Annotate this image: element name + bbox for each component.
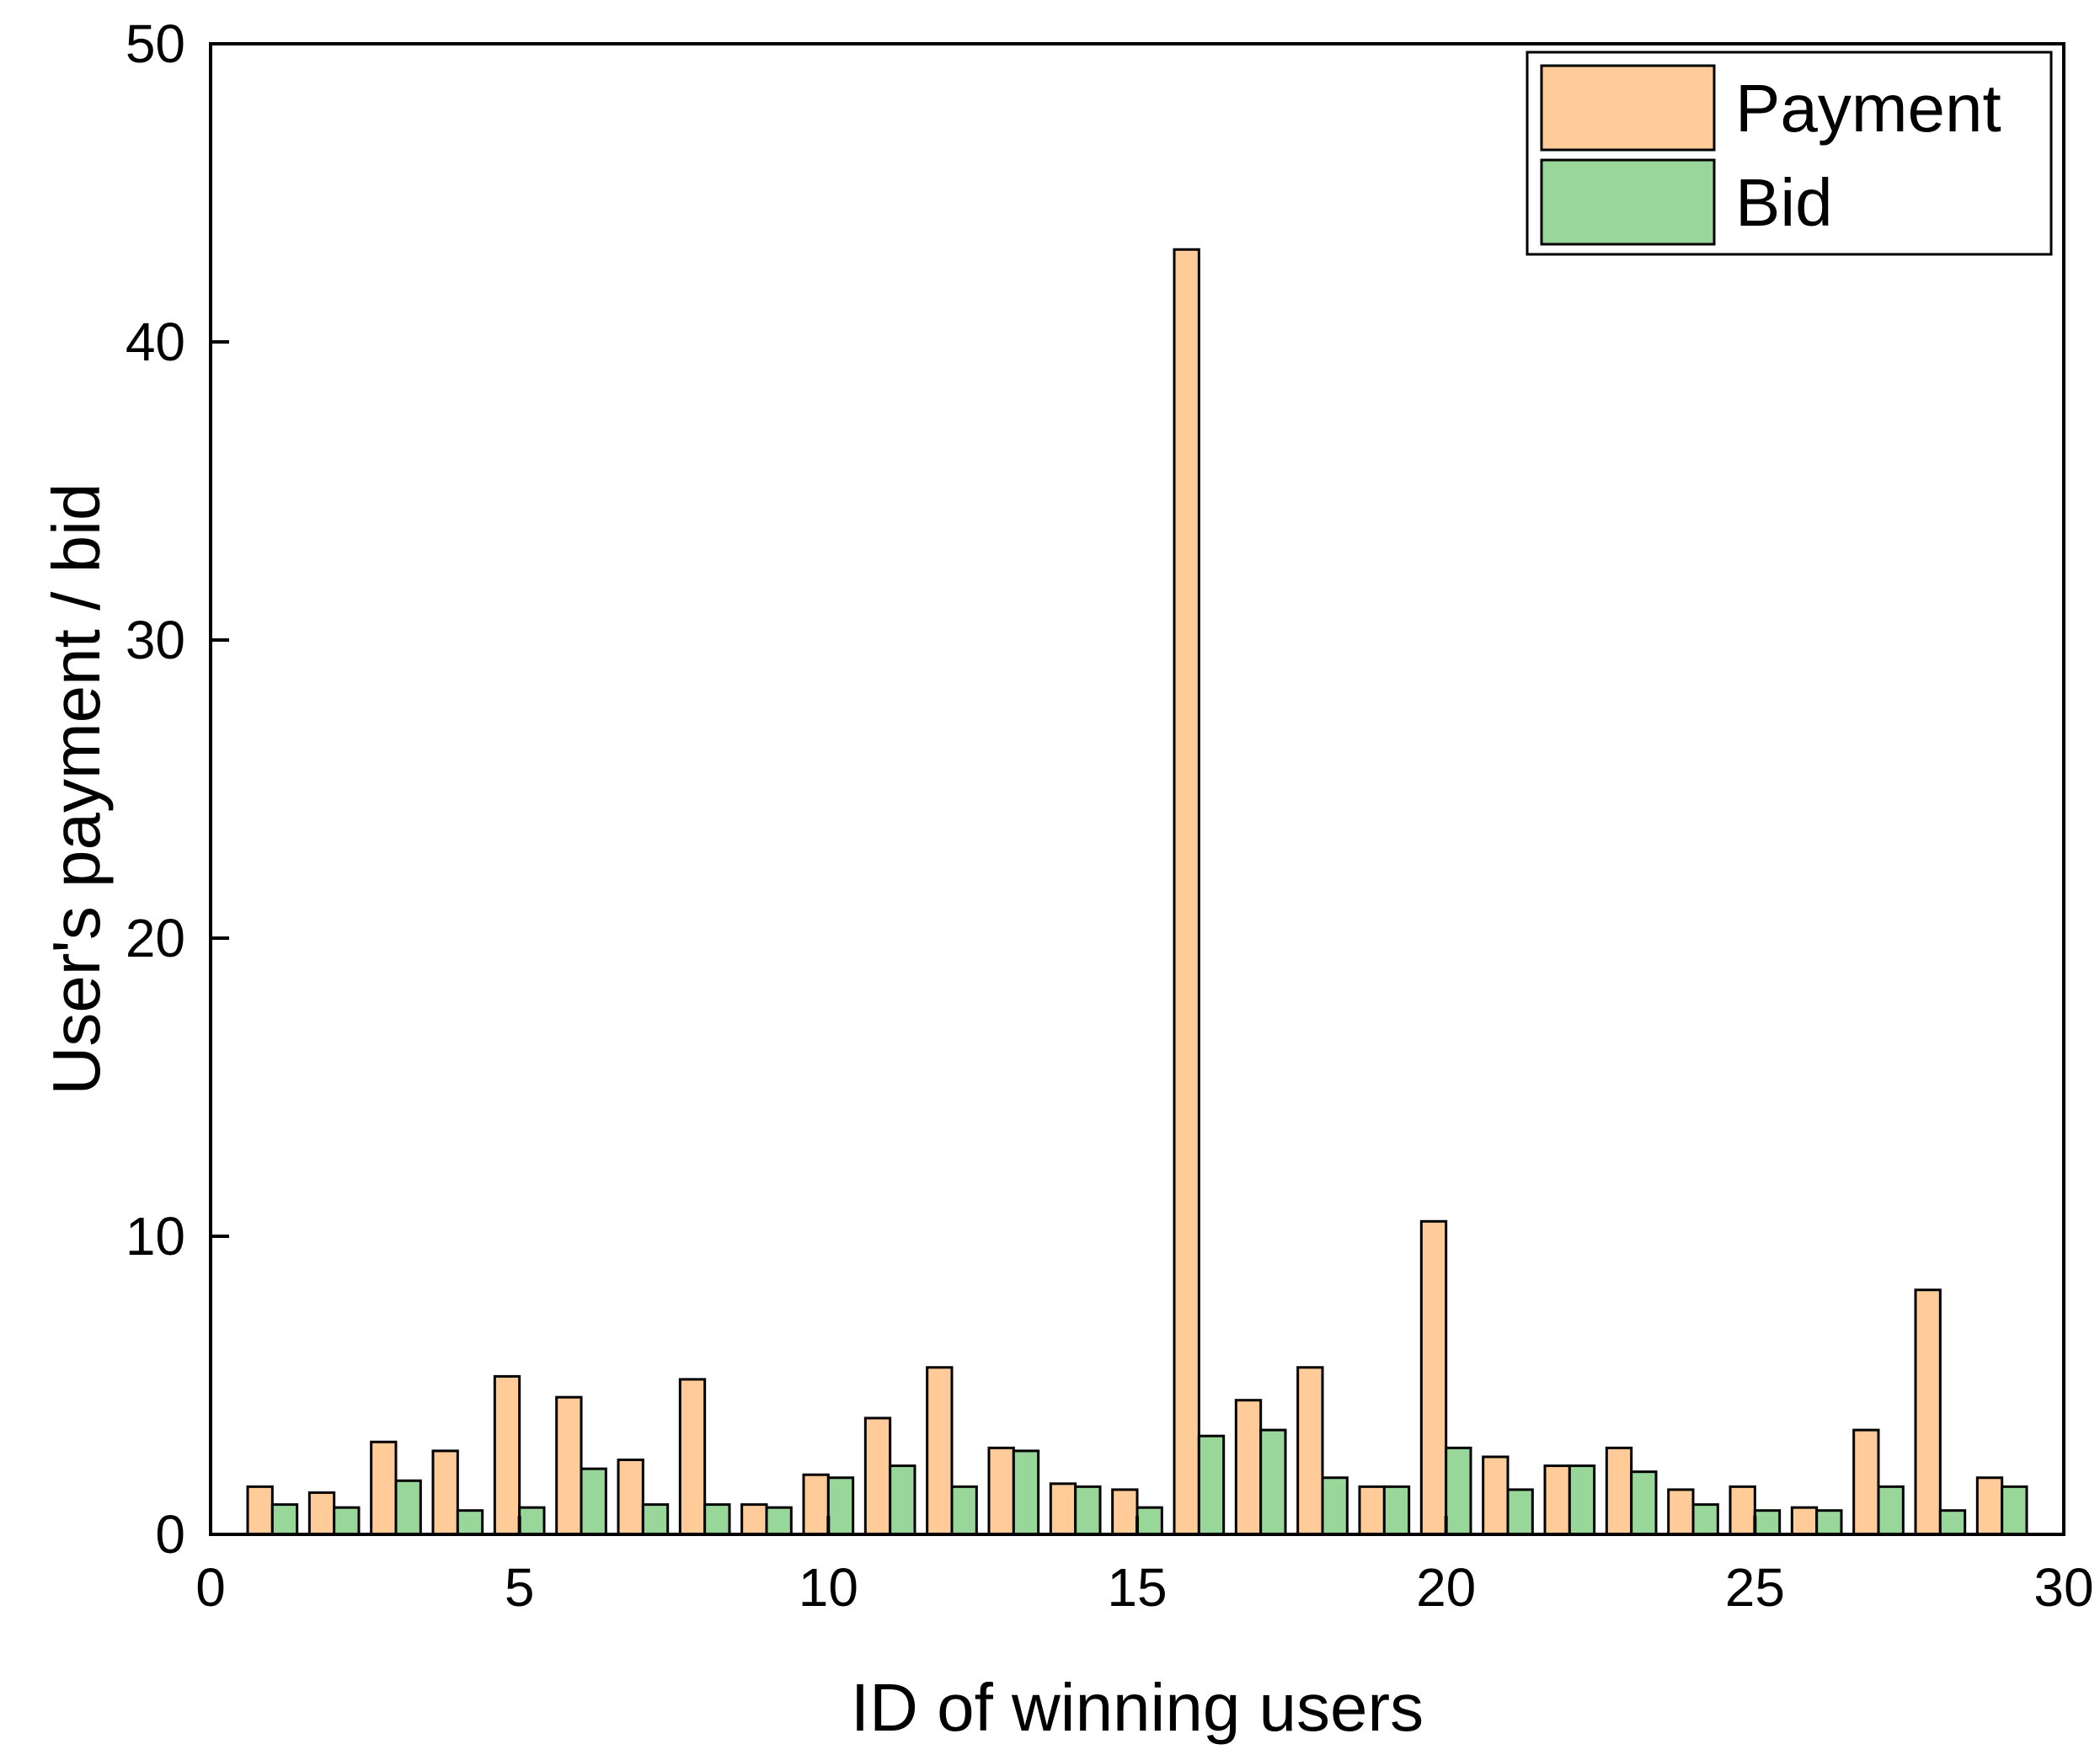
x-axis-ticks: 0 5 10 15 20 25 30 — [195, 1516, 2094, 1618]
bar-bid-7 — [641, 1503, 670, 1536]
bar-bid-17 — [1259, 1428, 1287, 1536]
bar-bid-20 — [1445, 1446, 1472, 1536]
y-tick-label: 10 — [126, 1206, 185, 1267]
bar-payment-18 — [1296, 1366, 1324, 1536]
y-tick-label: 40 — [126, 312, 185, 372]
y-tick-label: 20 — [126, 908, 185, 968]
bar-payment-7 — [617, 1459, 644, 1536]
bar-payment-16 — [1173, 248, 1200, 1536]
bar-payment-27 — [1852, 1428, 1880, 1536]
bar-bid-14 — [1074, 1485, 1102, 1536]
bar-bid-26 — [1815, 1509, 1843, 1536]
bar-bid-9 — [765, 1506, 793, 1536]
bar-bid-23 — [1630, 1470, 1658, 1536]
bar-payment-21 — [1482, 1455, 1510, 1536]
bar-payment-26 — [1790, 1506, 1819, 1536]
x-tick-label: 5 — [505, 1557, 535, 1618]
bar-payment-8 — [678, 1378, 707, 1536]
bar-payment-20 — [1419, 1219, 1448, 1536]
x-tick-label: 20 — [1416, 1557, 1476, 1618]
bar-bid-27 — [1877, 1485, 1905, 1536]
bar-payment-23 — [1605, 1446, 1633, 1536]
bar-bid-8 — [703, 1503, 731, 1536]
bar-payment-11 — [863, 1416, 892, 1536]
bar-payment-12 — [926, 1366, 954, 1536]
x-tick-label: 30 — [2033, 1557, 2093, 1618]
bar-bid-2 — [333, 1506, 361, 1536]
legend: Payment Bid — [1526, 51, 2053, 256]
bar-payment-2 — [307, 1491, 336, 1536]
bar-bid-4 — [456, 1509, 484, 1536]
bars-layer — [246, 248, 2028, 1536]
bar-payment-6 — [555, 1395, 583, 1536]
x-axis-title: ID of winning users — [851, 1670, 1424, 1745]
y-tick-label: 50 — [126, 13, 185, 74]
bar-payment-3 — [370, 1440, 398, 1536]
legend-swatch-payment — [1540, 64, 1716, 152]
bar-bid-3 — [394, 1479, 422, 1536]
bar-payment-10 — [802, 1473, 830, 1536]
bar-bid-1 — [270, 1503, 299, 1536]
bar-bid-11 — [889, 1464, 916, 1536]
bar-payment-4 — [431, 1449, 459, 1536]
bar-payment-24 — [1667, 1488, 1695, 1536]
x-tick-label: 15 — [1107, 1557, 1167, 1618]
bar-payment-28 — [1914, 1288, 1942, 1536]
bar-bid-22 — [1568, 1464, 1596, 1536]
legend-label-bid: Bid — [1735, 165, 1833, 240]
x-tick-label: 10 — [799, 1557, 858, 1618]
bar-bid-18 — [1321, 1476, 1349, 1536]
bar-payment-5 — [493, 1374, 521, 1536]
bar-payment-9 — [740, 1503, 768, 1536]
legend-swatch-bid — [1540, 158, 1716, 246]
bar-bid-6 — [580, 1467, 607, 1536]
plot-area-frame — [209, 42, 2065, 1536]
bar-bid-25 — [1753, 1509, 1782, 1536]
legend-label-payment: Payment — [1735, 71, 2001, 146]
bar-payment-19 — [1358, 1485, 1386, 1536]
bar-bid-21 — [1506, 1488, 1534, 1536]
bar-bid-28 — [1938, 1509, 1967, 1536]
bar-bid-13 — [1012, 1449, 1040, 1536]
bar-bid-15 — [1135, 1506, 1163, 1536]
bar-bid-29 — [2001, 1485, 2028, 1536]
bar-bid-5 — [518, 1506, 546, 1536]
bar-payment-13 — [987, 1446, 1015, 1536]
bar-payment-17 — [1234, 1399, 1263, 1536]
x-tick-label: 25 — [1725, 1557, 1785, 1618]
bar-bid-10 — [826, 1476, 855, 1536]
bar-bid-16 — [1197, 1434, 1226, 1536]
bar-payment-15 — [1111, 1488, 1139, 1536]
bar-bid-12 — [950, 1485, 978, 1536]
y-tick-label: 0 — [155, 1504, 185, 1565]
x-tick-label: 0 — [195, 1557, 226, 1618]
bar-payment-1 — [246, 1485, 274, 1536]
y-tick-label: 30 — [126, 610, 185, 670]
bar-bid-19 — [1382, 1485, 1411, 1536]
bar-payment-25 — [1729, 1485, 1756, 1536]
bar-bid-24 — [1691, 1503, 1719, 1536]
bar-payment-14 — [1049, 1482, 1077, 1536]
y-axis-title: User's payment / bid — [39, 483, 114, 1096]
y-axis-ticks: 0 10 20 30 40 50 — [126, 13, 229, 1565]
bar-payment-22 — [1543, 1464, 1571, 1536]
bar-payment-29 — [1975, 1476, 2004, 1536]
